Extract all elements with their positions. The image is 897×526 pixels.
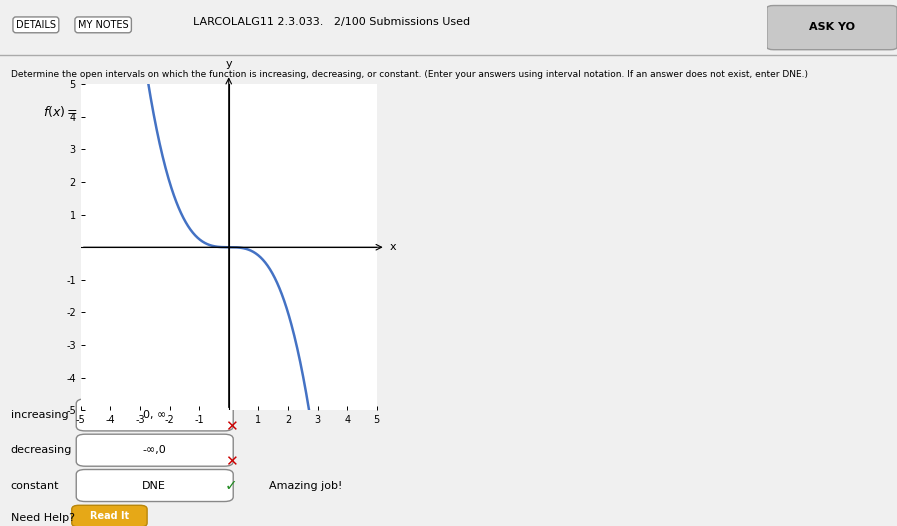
Text: constant: constant	[11, 481, 59, 491]
Text: decreasing: decreasing	[11, 445, 72, 455]
Text: DETAILS: DETAILS	[16, 20, 56, 30]
FancyBboxPatch shape	[76, 399, 233, 431]
Text: Need Help?: Need Help?	[11, 512, 74, 522]
Text: -∞,0: -∞,0	[143, 445, 166, 455]
Text: increasing: increasing	[11, 410, 68, 420]
FancyBboxPatch shape	[72, 505, 147, 526]
Text: 0, ∞: 0, ∞	[143, 410, 166, 420]
Text: DNE: DNE	[143, 481, 166, 491]
Text: MY NOTES: MY NOTES	[78, 20, 128, 30]
Text: $f(x) = -\frac{1}{4}x^3$: $f(x) = -\frac{1}{4}x^3$	[43, 102, 118, 124]
Text: ASK YO: ASK YO	[809, 22, 855, 32]
Text: y: y	[225, 59, 232, 69]
FancyBboxPatch shape	[76, 470, 233, 501]
Text: Read It: Read It	[90, 511, 129, 521]
FancyBboxPatch shape	[76, 434, 233, 466]
Text: ✓: ✓	[225, 478, 238, 493]
FancyBboxPatch shape	[767, 6, 897, 50]
Text: LARCOLALG11 2.3.033.   2/100 Submissions Used: LARCOLALG11 2.3.033. 2/100 Submissions U…	[194, 17, 470, 27]
Text: x: x	[390, 242, 396, 252]
Text: Determine the open intervals on which the function is increasing, decreasing, or: Determine the open intervals on which th…	[11, 70, 808, 79]
Text: Amazing job!: Amazing job!	[269, 481, 343, 491]
Text: ✕: ✕	[225, 419, 238, 434]
Text: ✕: ✕	[225, 454, 238, 469]
